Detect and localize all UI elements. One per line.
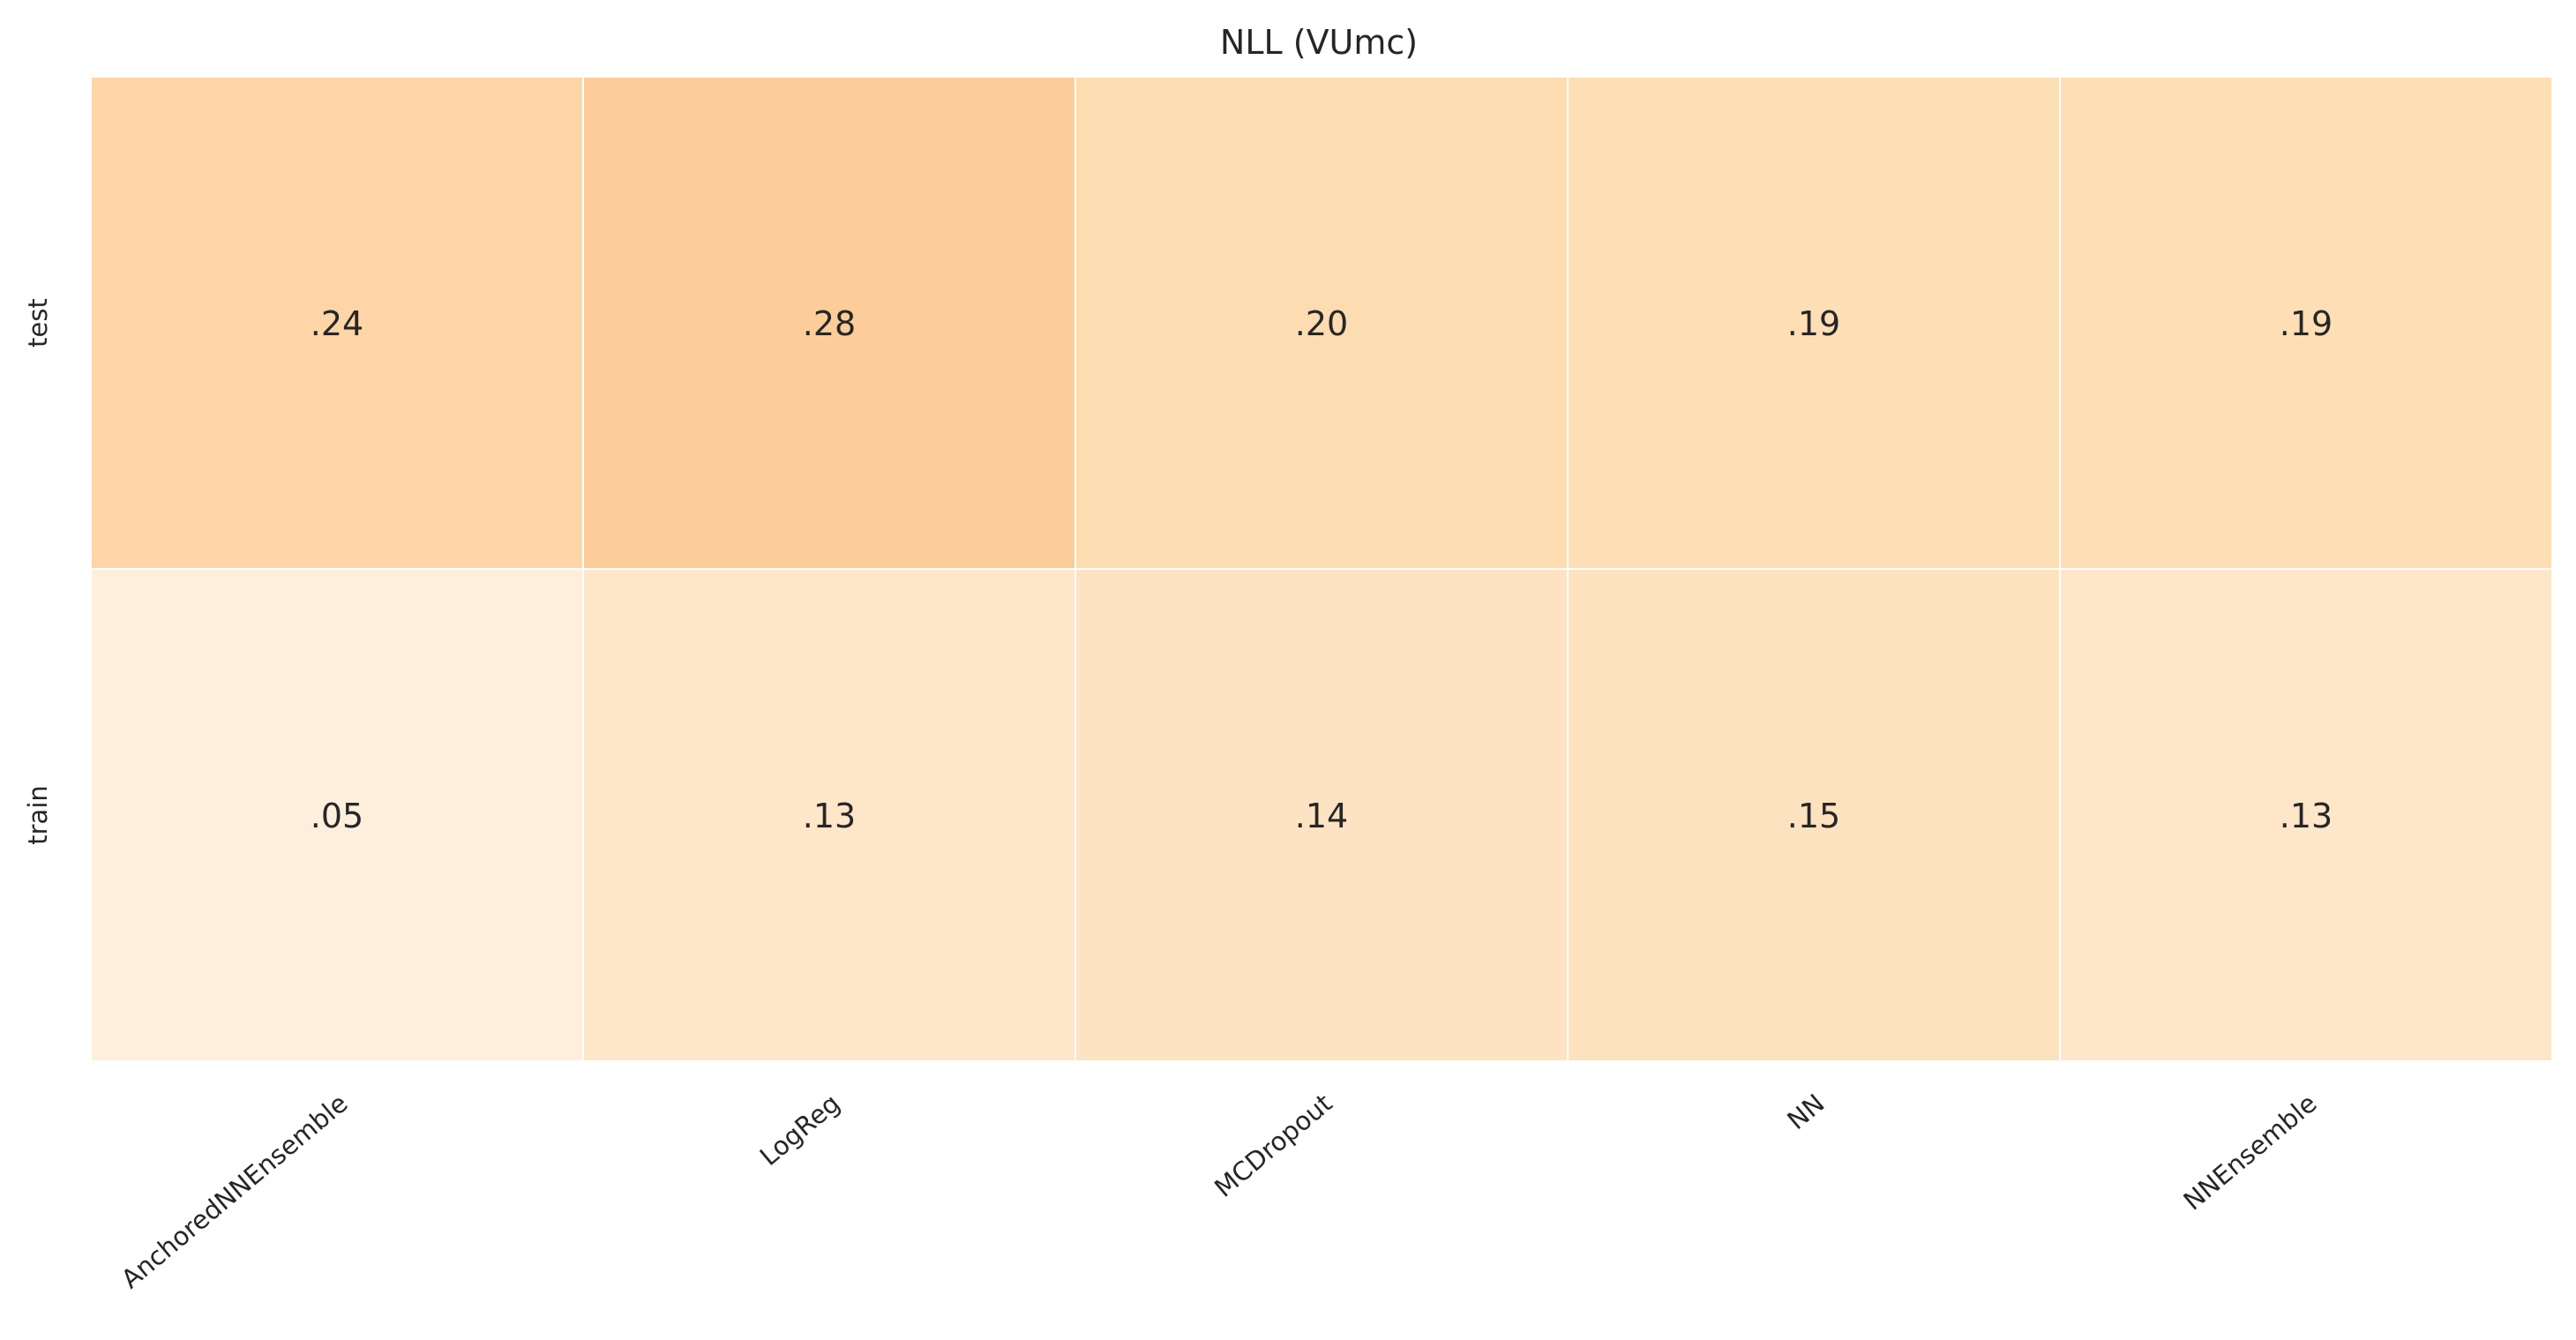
cell-value-label: .13 xyxy=(803,797,856,835)
heatmap-cell-train-MCDropout xyxy=(1075,568,1569,1062)
heatmap-cell-train-NNEnsemble xyxy=(2059,568,2553,1062)
chart-title: NLL (VUmc) xyxy=(1220,23,1418,62)
heatmap-cell-test-NN xyxy=(1567,76,2061,570)
heatmap-cell-test-AnchoredNNEnsemble xyxy=(90,76,584,570)
row-label-test: test xyxy=(23,298,53,348)
cell-value-label: .13 xyxy=(2280,797,2333,835)
heatmap-value-labels: .24 .28 .20 .19 .19 .05 .13 .14 .15 .13 xyxy=(311,304,2333,835)
column-label-AnchoredNNEnsemble: AnchoredNNEnsemble xyxy=(116,1088,354,1294)
column-label-MCDropout: MCDropout xyxy=(1209,1088,1337,1203)
cell-value-label: .28 xyxy=(803,304,856,343)
row-labels: test train xyxy=(23,298,53,845)
cell-value-label: .05 xyxy=(311,797,363,835)
cell-value-label: .19 xyxy=(1787,304,1840,343)
heatmap-cell-test-LogReg xyxy=(582,76,1076,570)
cell-value-label: .19 xyxy=(2280,304,2333,343)
column-label-LogReg: LogReg xyxy=(754,1088,846,1172)
row-label-train: train xyxy=(23,785,53,845)
cell-value-label: .15 xyxy=(1787,797,1840,835)
heatmap-cells xyxy=(90,76,2553,1062)
heatmap-cell-train-LogReg xyxy=(582,568,1076,1062)
column-labels: AnchoredNNEnsemble LogReg MCDropout NN NNEns… xyxy=(116,1088,2323,1294)
cell-value-label: .20 xyxy=(1295,304,1348,343)
column-label-NN: NN xyxy=(1781,1088,1830,1135)
heatmap-cell-train-NN xyxy=(1567,568,2061,1062)
heatmap-cell-test-NNEnsemble xyxy=(2059,76,2553,570)
cell-value-label: .14 xyxy=(1295,797,1348,835)
cell-value-label: .24 xyxy=(311,304,363,343)
heatmap-cell-test-MCDropout xyxy=(1075,76,1569,570)
heatmap-cell-train-AnchoredNNEnsemble xyxy=(90,568,584,1062)
column-label-NNEnsemble: NNEnsemble xyxy=(2177,1088,2322,1216)
